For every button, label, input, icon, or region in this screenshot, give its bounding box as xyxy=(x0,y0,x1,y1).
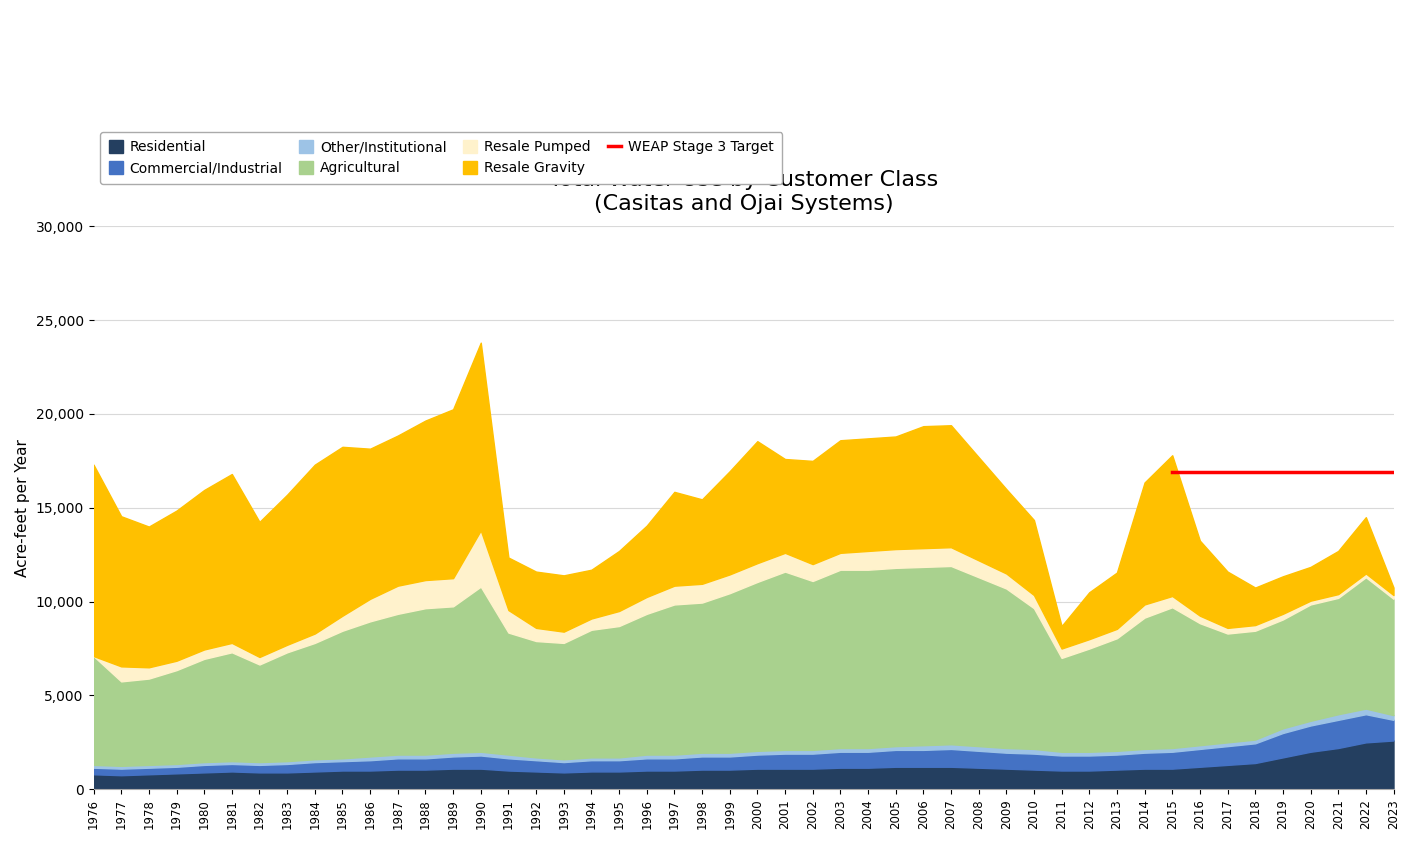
Y-axis label: Acre-feet per Year: Acre-feet per Year xyxy=(16,439,30,576)
Title: Total Water Use by Customer Class
(Casitas and Ojai Systems): Total Water Use by Customer Class (Casit… xyxy=(549,170,938,214)
Legend: Residential, Commercial/Industrial, Other/Institutional, Agricultural, Resale Pu: Residential, Commercial/Industrial, Othe… xyxy=(100,132,782,183)
